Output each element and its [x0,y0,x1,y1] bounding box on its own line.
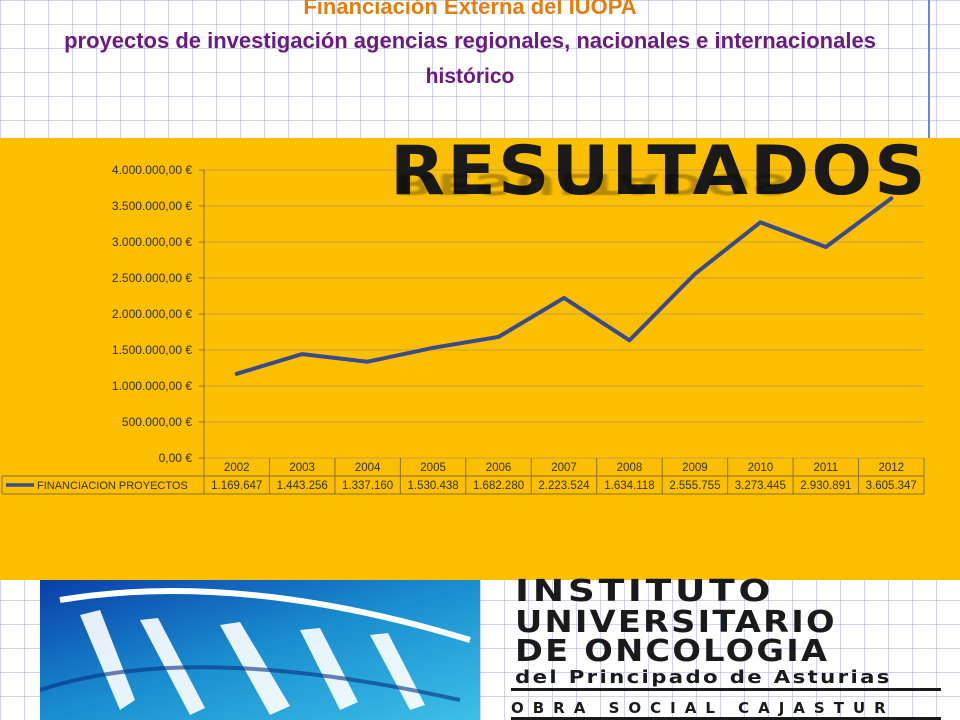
chart-panel: 0,00 € 500.000,00 € 1.000.000,00 € 1.500.00… [0,132,960,580]
institute-logo: INSTITUTO UNIVERSITARIO DE ONCOLOGIA del… [0,574,960,720]
logo-line-principado: del Principado de Asturias [515,667,892,688]
resultados-reflection: RESULTADOS [395,167,792,200]
y-tick-label: 2.000.000,00 € [112,307,192,321]
y-tick-label: 3.500.000,00 € [112,199,192,213]
data-label: 2.555.755 [669,480,720,492]
legend-label: FINANCIACION PROYECTOS [37,480,188,492]
slide-header: Financiación Externa del IUOPA proyectos… [0,0,940,90]
y-tick-label: 500.000,00 € [122,415,192,429]
data-label: 2.223.524 [538,480,590,492]
data-label: 1.634.118 [604,480,654,492]
x-tick-label: 2011 [813,462,838,474]
data-label: 3.273.445 [735,480,786,492]
logo-line-obra-social: OBRA SOCIAL CAJASTUR [511,699,895,717]
logo-rule-bottom [511,717,941,720]
x-tick-label: 2005 [420,462,446,474]
x-tick-label: 2008 [617,462,643,474]
y-tick-label: 0,00 € [159,451,193,465]
data-label: 1.530.438 [408,480,459,492]
slide-subtitle-historico: histórico [425,65,515,88]
palm-leaf-icon [40,580,480,720]
logo-line-instituto: INSTITUTO [515,574,775,609]
logo-rule [511,688,941,691]
y-tick-label: 3.000.000,00 € [112,235,192,249]
institute-name: INSTITUTO UNIVERSITARIO DE ONCOLOGIA del… [505,574,955,720]
x-tick-label: 2003 [289,462,315,474]
x-tick-label: 2012 [878,462,904,474]
x-tick-label: 2007 [551,462,577,474]
x-tick-label: 2009 [682,462,708,474]
slide-title: Financiación Externa del IUOPA [303,0,637,19]
data-label: 3.605.347 [866,480,917,492]
right-rule [928,0,930,138]
x-tick-label: 2006 [486,462,512,474]
logo-line-universitario: UNIVERSITARIO [515,605,837,640]
data-label: 2.930.891 [800,480,851,492]
data-label: 1.682.280 [473,480,524,492]
data-label: 1.443.256 [277,480,328,492]
data-label: 1.169.647 [211,480,262,492]
y-tick-label: 2.500.000,00 € [112,271,192,285]
line-chart: 0,00 € 500.000,00 € 1.000.000,00 € 1.500.00… [1,163,925,495]
x-tick-label: 2002 [224,462,250,474]
y-tick-label: 4.000.000,00 € [112,163,192,177]
logo-line-oncologia: DE ONCOLOGIA [515,634,830,669]
y-tick-label: 1.000.000,00 € [112,379,192,393]
series-line [234,196,894,376]
y-tick-label: 1.500.000,00 € [112,343,192,357]
slide-subtitle: proyectos de investigación agencias regi… [64,28,876,53]
x-tick-label: 2004 [355,462,381,474]
x-tick-label: 2010 [748,462,774,474]
data-label: 1.337.160 [342,480,393,492]
resultados-heading: RESULTADOS [390,132,928,211]
